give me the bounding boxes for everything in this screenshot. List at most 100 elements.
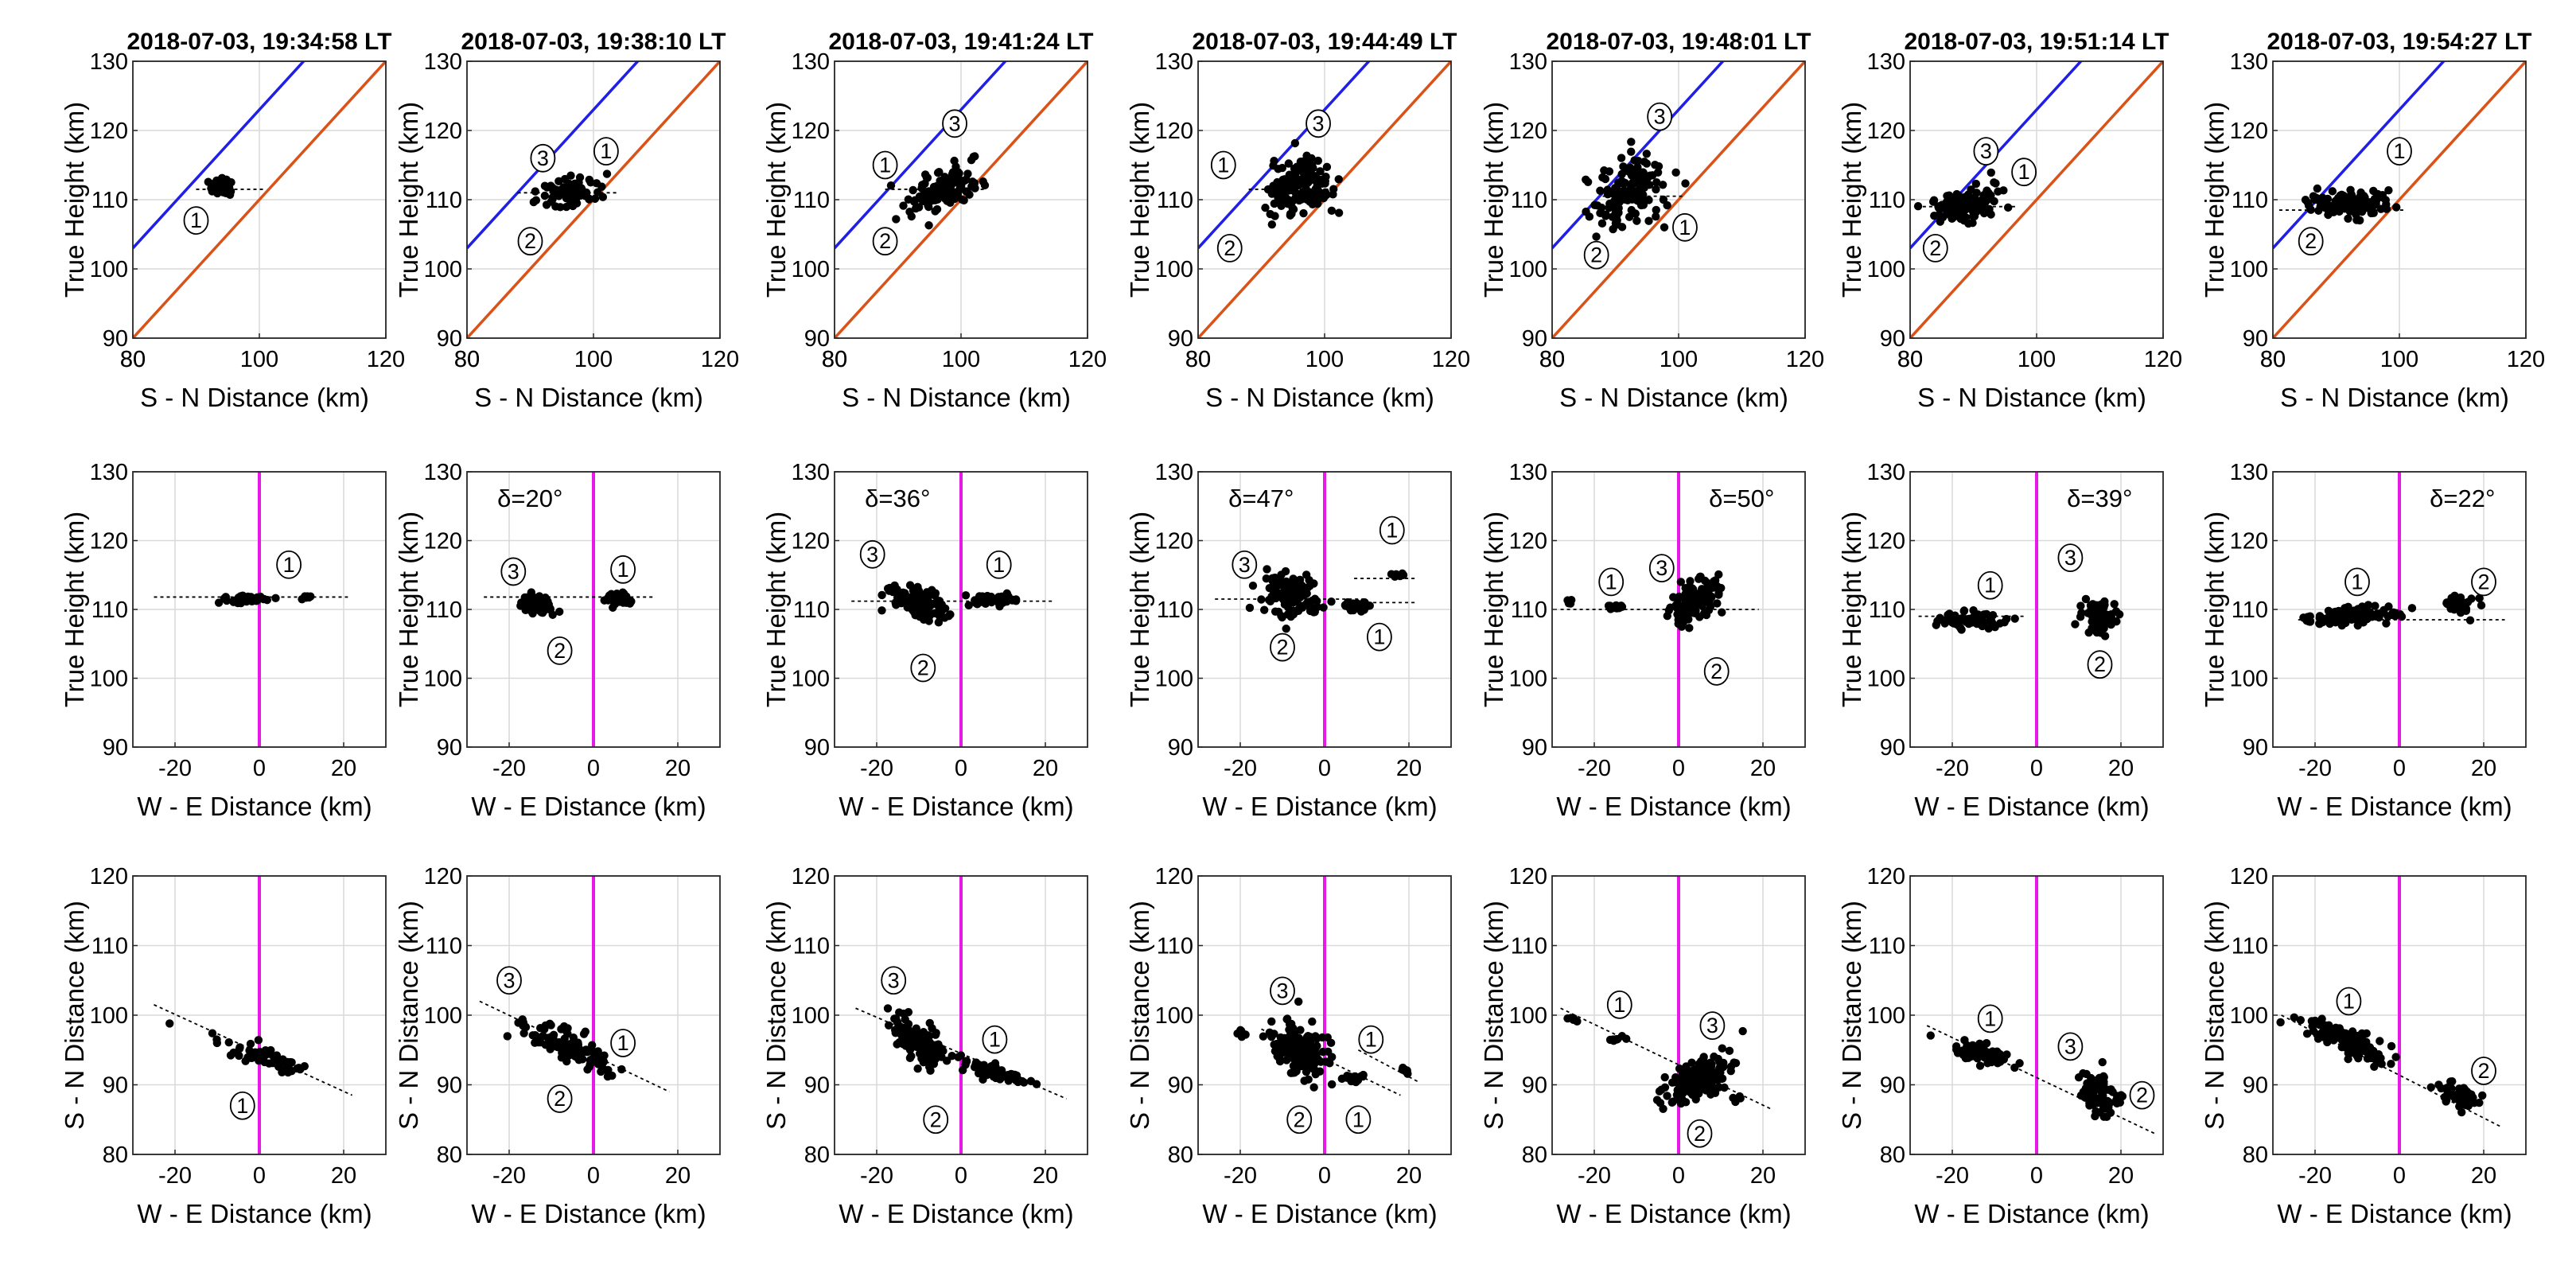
scatter-point — [1940, 619, 1949, 628]
cluster-marker-label: 2 — [879, 229, 891, 253]
scatter-point — [1263, 565, 1271, 574]
y-tick-label: 120 — [1155, 119, 1193, 144]
cluster-marker-label: 1 — [1984, 1006, 1996, 1030]
y-tick-label: 90 — [2243, 735, 2268, 761]
cluster-marker-label: 2 — [2477, 1059, 2489, 1083]
plot-frame — [1197, 875, 1452, 1155]
scatter-point — [220, 180, 229, 189]
scatter-point — [992, 597, 1002, 605]
scatter-point — [1326, 1038, 1336, 1048]
scatter-point — [2313, 184, 2322, 193]
y-tick-label: 120 — [1155, 529, 1193, 555]
cluster-marker-label: 1 — [600, 139, 612, 163]
cluster-marker — [1367, 622, 1392, 652]
y-tick-label: 120 — [90, 864, 128, 889]
scatter-point — [1615, 604, 1624, 613]
scatter-point — [2453, 599, 2462, 608]
subplot-r3-c1: 80 90 100 110 120 -20 0 20 1 W - E Distance (km) S… — [60, 864, 387, 1228]
x-tick-label: -20 — [2298, 1163, 2332, 1189]
scatter-point — [1307, 154, 1316, 163]
x-axis-label: S - N Distance (km) — [140, 383, 369, 412]
cluster-marker — [1648, 554, 1675, 582]
scatter-point — [544, 600, 553, 609]
scatter-point — [2105, 1099, 2115, 1107]
scatter-point — [1706, 1090, 1715, 1099]
scatter-point — [1937, 200, 1947, 209]
y-tick-label: 130 — [2230, 49, 2268, 75]
scatter-point — [1961, 200, 1970, 209]
y-tick-label: 120 — [424, 529, 462, 555]
scatter-point — [924, 1062, 934, 1072]
scatter-point — [568, 1039, 578, 1048]
y-tick-label: 110 — [426, 597, 462, 623]
scatter-point — [1676, 578, 1686, 586]
y-tick-label: 100 — [90, 1003, 128, 1029]
cluster-marker-label: 1 — [1679, 216, 1691, 239]
scatter-point — [924, 200, 932, 210]
x-tick-label: 80 — [1897, 347, 1923, 372]
scatter-point — [1995, 619, 2005, 628]
scatter-point — [1971, 1044, 1980, 1053]
plot-frame — [2272, 60, 2527, 339]
y-tick-label: 100 — [792, 257, 830, 282]
scatter-point — [551, 1037, 559, 1046]
scatter-point — [1955, 616, 1964, 625]
scatter-point — [919, 615, 928, 624]
scatter-point — [979, 1075, 987, 1084]
scatter-point — [212, 1035, 221, 1044]
y-axis-label: True Height (km) — [761, 102, 791, 298]
scatter-point — [905, 208, 914, 216]
scatter-point — [2387, 1060, 2395, 1068]
scatter-point — [1994, 187, 2002, 196]
scatter-point — [2323, 194, 2333, 204]
scatter-point — [1398, 1065, 1407, 1074]
scatter-point — [1605, 167, 1614, 176]
plot-content — [1926, 876, 2155, 1154]
scatter-point — [1975, 613, 1984, 621]
cluster-marker — [1583, 240, 1609, 270]
scatter-point — [2118, 1092, 2127, 1101]
scatter-point — [2096, 621, 2106, 629]
scatter-point — [971, 598, 981, 608]
scatter-point — [555, 177, 563, 186]
scatter-point — [1714, 590, 1723, 599]
y-tick-label: 120 — [2230, 119, 2268, 144]
scatter-point — [2336, 191, 2344, 200]
y-axis-label: True Height (km) — [60, 512, 89, 707]
x-axis-label: S - N Distance (km) — [1205, 383, 1434, 412]
y-tick-label: 100 — [2230, 257, 2268, 282]
scatter-point — [2475, 594, 2484, 603]
cluster-marker-label: 1 — [1605, 570, 1617, 594]
cluster-marker — [183, 206, 209, 235]
scatter-point — [2376, 1037, 2384, 1045]
x-tick-label: 20 — [665, 756, 691, 781]
x-tick-label: 20 — [2471, 1163, 2496, 1189]
scatter-point — [602, 169, 612, 178]
scatter-point — [293, 1064, 302, 1073]
scatter-point — [1278, 1044, 1286, 1053]
x-tick-label: 120 — [1432, 347, 1470, 372]
scatter-point — [2329, 208, 2338, 216]
x-axis-label: S - N Distance (km) — [1917, 383, 2146, 412]
scatter-point — [2370, 1062, 2379, 1071]
subplot-r2-c7: 90 100 110 120 130 -20 0 20 1 2 δ=22° W - E Distanc… — [2200, 460, 2527, 821]
scatter-point — [1294, 997, 1303, 1006]
scatter-point — [1284, 159, 1294, 168]
cluster-marker-label: 2 — [2305, 229, 2317, 253]
y-tick-label: 100 — [1509, 257, 1547, 282]
delta-annotation: δ=50° — [1709, 485, 1774, 512]
y-axis-label: True Height (km) — [394, 102, 423, 298]
scatter-point — [926, 192, 936, 200]
scatter-point — [617, 1065, 626, 1074]
y-tick-label: 100 — [424, 257, 462, 282]
y-tick-label: 110 — [1511, 597, 1547, 623]
scatter-point — [597, 1067, 605, 1076]
scatter-point — [2094, 608, 2103, 617]
y-tick-label: 90 — [1522, 735, 1547, 761]
scatter-point — [1986, 210, 1995, 219]
y-tick-label: 110 — [793, 934, 830, 959]
y-axis-label: S - N Distance (km) — [761, 901, 791, 1130]
cluster-marker — [1306, 109, 1331, 138]
scatter-point — [927, 1049, 936, 1058]
